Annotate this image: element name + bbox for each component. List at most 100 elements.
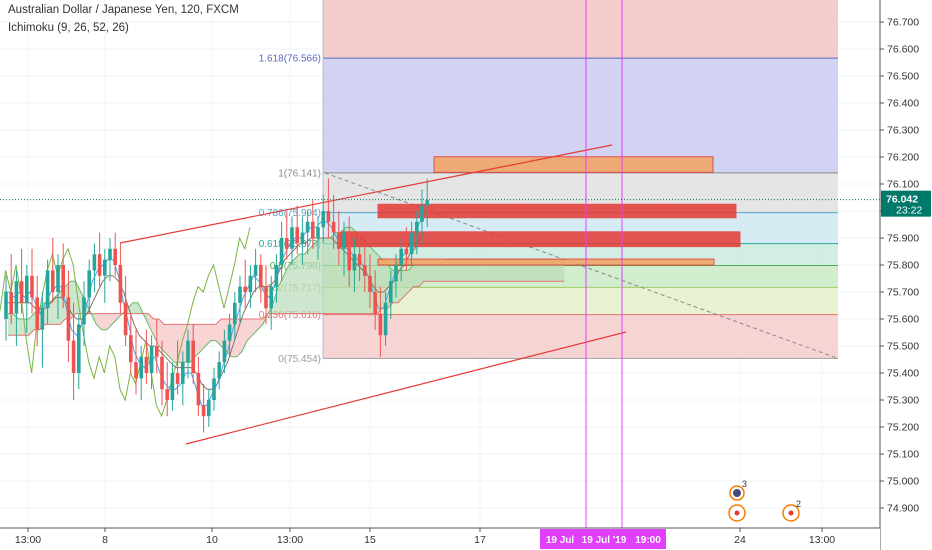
time-tick-label: 13:00 [809, 534, 835, 546]
candle-body [425, 200, 429, 206]
time-tick-label: 13:00 [277, 534, 303, 546]
channel-upper-line [119, 144, 613, 244]
fib-label-1.618: 1.618(76.566) [259, 54, 321, 65]
candle-body [19, 281, 24, 303]
cloud-segment [210, 324, 216, 341]
time-highlight-label: 19 Jul '19 [582, 535, 627, 546]
candle-body [404, 248, 409, 255]
price-tick-label: 75.300 [887, 395, 919, 407]
candle-body [352, 254, 357, 271]
cloud-segment [320, 238, 326, 314]
candle-body [201, 405, 206, 417]
candle-body [129, 335, 133, 363]
candle-body [321, 211, 325, 228]
cloud-segment [288, 259, 294, 314]
cloud-segment [382, 259, 388, 309]
event-dot-center [788, 510, 794, 516]
cloud-segment [398, 270, 404, 303]
current-price-value: 76.042 [886, 194, 918, 206]
candle-body [368, 275, 372, 292]
time-highlight-label: 19:00 [635, 535, 661, 546]
cloud-segment [278, 275, 284, 314]
candle-body [373, 292, 377, 314]
candle-body [409, 232, 414, 255]
zone-orange-upper [433, 156, 714, 173]
fib-band-0 [323, 314, 838, 359]
cloud-segment [18, 319, 24, 336]
candle-body [331, 221, 336, 233]
price-tick-label: 75.800 [887, 260, 919, 272]
candle-body [97, 254, 102, 276]
candle-body [9, 292, 13, 314]
cloud-segment [101, 313, 107, 330]
cloud-segment [294, 254, 300, 314]
price-tick-label: 76.700 [887, 17, 919, 29]
candle-body [326, 211, 331, 222]
cloud-segment [205, 324, 211, 346]
cloud-segment [252, 319, 258, 336]
candle-body [311, 221, 315, 238]
cloud-segment [413, 265, 419, 287]
cloud-segment [148, 313, 154, 336]
candle-body [66, 297, 71, 341]
fib-band-top [323, 0, 838, 59]
candle-body [170, 373, 175, 400]
candle-body [357, 254, 362, 265]
candle-body [191, 340, 195, 373]
candle-body [316, 227, 320, 238]
candle-body [82, 297, 86, 325]
candle-body [160, 356, 164, 390]
zones [340, 156, 741, 266]
fib-band-1 [323, 58, 838, 173]
cloud-segment [164, 324, 170, 357]
candle-body [207, 400, 211, 417]
cloud-segment [127, 302, 133, 314]
cloud-segment [195, 324, 201, 357]
time-axis-bg [0, 528, 880, 550]
price-tick-label: 76.200 [887, 152, 919, 164]
candle-body [181, 362, 185, 384]
candle-body [337, 232, 341, 249]
cloud-segment [377, 254, 383, 314]
cloud-segment [283, 265, 289, 314]
candle-body [212, 378, 216, 400]
candle-body [295, 227, 299, 244]
candle-body [134, 362, 138, 379]
price-tick-label: 76.600 [887, 44, 919, 56]
candle-body [233, 302, 237, 325]
candle-body [378, 313, 383, 336]
candles [4, 178, 429, 433]
candle-body [420, 205, 424, 222]
price-axis-bg [880, 0, 932, 550]
candle-body [363, 265, 367, 276]
candle-body [285, 238, 289, 249]
price-tick-label: 75.900 [887, 233, 919, 245]
cloud-segment [299, 254, 305, 314]
fib-label-0: 0(75.454) [278, 354, 321, 365]
fib-label-1: 1(76.141) [278, 168, 321, 179]
candle-body [389, 281, 393, 303]
candle-body [399, 248, 403, 265]
time-tick-label: 24 [734, 534, 746, 546]
candle-body [56, 265, 60, 292]
event-count: 2 [796, 499, 801, 509]
cloud-segment [132, 302, 138, 314]
candle-body [40, 308, 45, 330]
candle-body [108, 248, 112, 260]
candle-body [222, 340, 227, 363]
cloud-segment [309, 243, 315, 314]
candle-body [186, 340, 190, 363]
price-tick-label: 76.500 [887, 71, 919, 83]
candle-body [300, 232, 305, 244]
time-highlight-range [540, 529, 666, 549]
current-price-badge [881, 190, 931, 217]
candle-body [243, 286, 247, 292]
cloud-segment [429, 265, 435, 282]
price-tick-label: 75.500 [887, 341, 919, 353]
candle-body [217, 362, 221, 379]
zone-red-upper [377, 203, 737, 219]
cloud-segment [418, 265, 424, 287]
candle-body [92, 254, 97, 271]
